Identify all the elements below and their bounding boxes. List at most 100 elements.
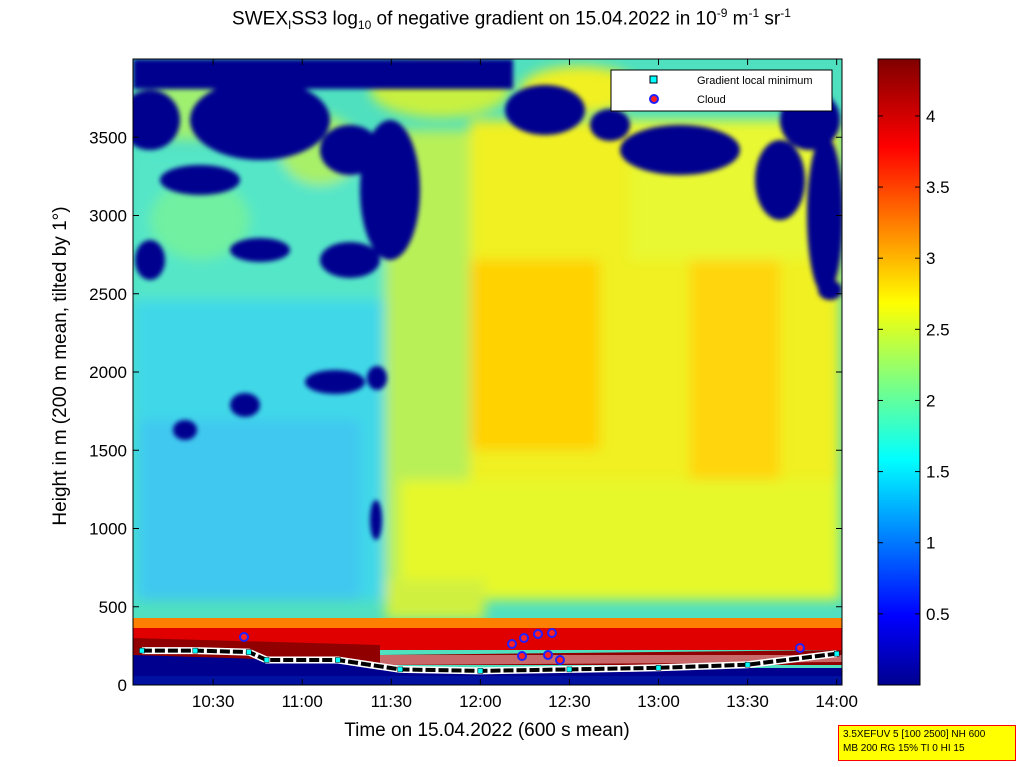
title-sub-2: 10	[357, 18, 372, 33]
patch-4	[320, 125, 380, 175]
gradient-minimum-marker	[397, 666, 403, 673]
cloud-marker	[519, 633, 529, 643]
cloud-marker	[533, 629, 543, 639]
x-tick-label: 11:30	[371, 692, 412, 711]
colorbar-tick-label: 2	[926, 391, 935, 410]
colorbar: 0.5 1 1.5 2 2.5 3 3.5 4	[877, 58, 950, 686]
patch-18	[230, 393, 260, 417]
colorbar-tick-label: 3	[926, 249, 935, 268]
gradient-minimum-marker	[246, 649, 252, 655]
y-tick-label: 0	[118, 676, 127, 695]
patch-5	[160, 165, 240, 195]
y-tick-label: 1000	[89, 520, 127, 539]
patch-17	[367, 366, 387, 390]
patch-15	[818, 280, 842, 300]
region-center-orange1	[470, 260, 600, 450]
y-tick-label: 3500	[89, 128, 127, 147]
title-main: SWEX	[232, 8, 288, 30]
x-axis-label: Time on 15.04.2022 (600 s mean)	[344, 720, 630, 741]
patch-7	[230, 238, 290, 262]
chart-title: SWEXISS3 log10 of negative gradient on 1…	[0, 6, 1023, 32]
gradient-minimum-marker	[192, 647, 199, 654]
dark-patches	[133, 59, 842, 540]
cloud-marker	[547, 628, 557, 638]
title-sup-3: -1	[780, 6, 791, 20]
patch-12	[755, 140, 805, 220]
title-sub-1: I	[288, 18, 292, 33]
gradient-minimum-marker	[744, 661, 751, 668]
patch-2	[190, 80, 330, 160]
cloud-markers	[239, 628, 805, 665]
x-tick-label: 10:30	[192, 692, 235, 711]
cloud-marker	[239, 632, 249, 642]
cloud-marker	[517, 651, 527, 661]
colorbar-tick-label: 1	[926, 534, 935, 553]
cloud-marker	[795, 643, 805, 653]
y-tick-label: 500	[99, 598, 127, 617]
legend-marker-gradient	[649, 75, 658, 84]
info-line-1: 3.5XEFUV 5 [100 2500] NH 600	[843, 729, 986, 740]
info-box: 3.5XEFUV 5 [100 2500] NH 600 MB 200 RG 1…	[838, 725, 1016, 761]
legend: Gradient local minimum Cloud	[610, 69, 833, 112]
patch-top-band	[133, 59, 513, 89]
gradient-minimum-marker	[263, 657, 270, 663]
patch-1	[133, 90, 180, 150]
surface-blue-near-ground	[133, 676, 842, 685]
x-tick-label: 14:00	[815, 692, 858, 711]
patch-16	[305, 370, 365, 394]
legend-box	[610, 69, 833, 112]
patch-6	[135, 240, 165, 280]
gradient-minimum-marker	[335, 657, 341, 663]
patch-9	[505, 85, 585, 135]
cloud-marker	[507, 639, 517, 649]
colorbar-tick-label: 1.5	[926, 463, 950, 482]
gradient-minimum-marker	[477, 668, 484, 674]
patch-19	[173, 420, 197, 440]
x-axis: 10:30 11:00 11:30 12:00 12:30 13:00 13:30 14:00	[192, 59, 858, 711]
colorbar-tick-label: 2.5	[926, 320, 950, 339]
patch-20	[370, 500, 382, 540]
top-blob-5	[150, 180, 250, 260]
patch-8	[320, 242, 380, 278]
gradient-minimum-marker	[566, 666, 573, 673]
heatmap-field	[133, 62, 840, 620]
x-tick-label: 13:30	[726, 692, 769, 711]
title-part-5: sr	[759, 8, 781, 30]
cloud-marker	[543, 650, 553, 660]
legend-label-cloud: Cloud	[697, 94, 726, 106]
x-tick-label: 12:00	[459, 692, 502, 711]
y-tick-label: 2500	[89, 285, 127, 304]
title-part-4: m	[727, 8, 749, 30]
x-tick-label: 11:00	[282, 692, 323, 711]
title-sup-1: -9	[716, 6, 728, 20]
gradient-minimum-marker	[655, 665, 662, 671]
x-tick-label: 12:30	[548, 692, 591, 711]
y-tick-label: 1500	[89, 441, 127, 460]
region-lower-left-yellow	[385, 580, 485, 620]
colorbar-tick-label: 0.5	[926, 605, 950, 624]
patch-13	[807, 135, 842, 295]
colorbar-gradient	[877, 58, 921, 686]
colorbar-ticks: 0.5 1 1.5 2 2.5 3 3.5 4	[878, 107, 950, 624]
info-line-2: MB 200 RG 15% TI 0 HI 15	[843, 743, 965, 754]
y-tick-label: 3000	[89, 207, 127, 226]
legend-label-gradient: Gradient local minimum	[697, 75, 813, 87]
cloud-marker	[555, 655, 565, 665]
gradient-minimum-marker	[833, 650, 840, 657]
title-part-2: SS3 log	[291, 8, 358, 30]
y-axis-label: Height in m (200 m mean, tilted by 1°)	[50, 206, 71, 525]
y-tick-label: 2000	[89, 363, 127, 382]
colorbar-tick-label: 4	[926, 107, 935, 126]
legend-marker-cloud	[649, 94, 659, 104]
heatmap-area	[133, 59, 842, 685]
title-part-3: of negative gradient on 15.04.2022 in 10	[371, 8, 717, 30]
y-axis: 0 500 1000 1500 2000 2500 3000 3500	[89, 128, 842, 695]
region-center-orange2	[690, 240, 780, 480]
gradient-minimum-marker	[139, 647, 145, 654]
title-sup-2: -1	[748, 6, 760, 20]
x-tick-label: 13:00	[637, 692, 680, 711]
patch-10	[590, 109, 630, 141]
region-left-faint	[140, 420, 360, 600]
mixing-layer	[139, 647, 840, 675]
